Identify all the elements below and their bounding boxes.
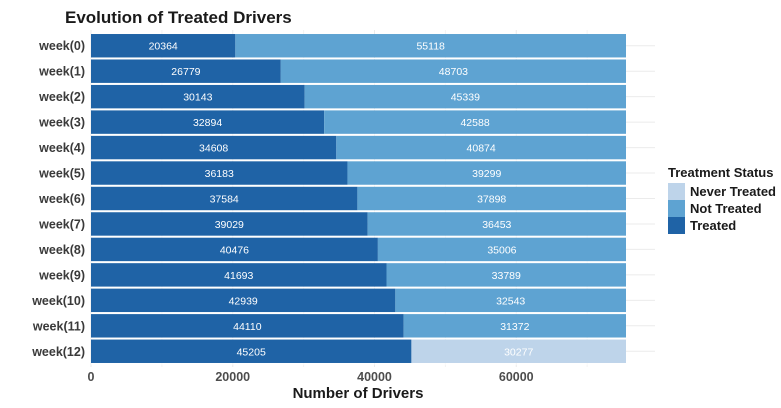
chart-title: Evolution of Treated Drivers — [65, 8, 292, 27]
bar-data-label: 35006 — [487, 244, 516, 256]
bars: 20364 55118 26779 48703 30143 45339 32894 42588… — [91, 34, 626, 365]
bar-data-label: 30277 — [504, 346, 533, 358]
legend-swatch — [668, 217, 685, 234]
bar-segment — [91, 186, 358, 211]
y-tick-label: week(0) — [38, 39, 85, 53]
x-axis-tick-labels: 0 20000 40000 60000 — [88, 370, 534, 384]
legend-swatch — [668, 183, 685, 200]
legend-entry-label: Treated — [690, 218, 736, 233]
bar-segment — [377, 237, 626, 262]
y-tick-label: week(4) — [38, 141, 85, 155]
y-tick-label: week(5) — [38, 167, 85, 181]
bar-segment — [91, 314, 404, 338]
bar-data-label: 40476 — [220, 244, 249, 256]
bar-data-label: 37584 — [210, 194, 239, 206]
x-tick-label: 20000 — [215, 370, 250, 384]
bar-data-label: 42939 — [229, 295, 258, 307]
bar-data-label: 32543 — [496, 295, 525, 307]
bar-segment — [91, 161, 348, 185]
bar-segment — [91, 135, 337, 160]
bar-data-label: 42588 — [460, 117, 489, 129]
bar-segment — [324, 110, 626, 134]
bar-data-label: 40874 — [467, 143, 496, 155]
y-tick-label: week(6) — [38, 192, 85, 206]
bar-segment — [395, 288, 626, 313]
y-tick-label: week(11) — [32, 319, 85, 333]
bar-segment — [357, 186, 626, 211]
bar-segment — [386, 263, 626, 287]
legend-swatch — [668, 200, 685, 217]
bar-data-label: 32894 — [193, 117, 222, 129]
y-tick-label: week(10) — [31, 294, 85, 308]
bar-data-label: 45205 — [237, 346, 266, 358]
legend: Treatment Status Never Treated Not Treate… — [668, 165, 776, 234]
legend-entry-label: Not Treated — [690, 201, 762, 216]
x-tick-label: 40000 — [357, 370, 392, 384]
bar-segment — [91, 339, 412, 363]
bar-segment — [91, 59, 281, 83]
bar-segment — [403, 314, 626, 338]
bar-segment — [347, 161, 626, 185]
bar-data-label: 41693 — [224, 270, 253, 282]
bar-data-label: 39029 — [215, 219, 244, 231]
y-tick-label: week(12) — [31, 345, 85, 359]
bar-data-label: 37898 — [477, 194, 506, 206]
y-tick-label: week(8) — [38, 243, 85, 257]
bar-data-label: 33789 — [492, 270, 521, 282]
bar-data-label: 36183 — [205, 168, 234, 180]
bar-data-label: 30143 — [183, 92, 212, 104]
y-tick-label: week(7) — [38, 217, 85, 231]
bar-segment — [91, 110, 325, 134]
x-axis-label: Number of Drivers — [293, 385, 424, 402]
bar-data-label: 45339 — [451, 92, 480, 104]
bar-data-label: 48703 — [439, 66, 468, 78]
y-axis-tick-labels: week(0) week(1) week(2) week(3) week(4) week(… — [31, 39, 85, 359]
bar-segment — [235, 34, 626, 58]
bar-segment — [91, 288, 396, 313]
bar-segment — [304, 84, 626, 109]
bar-segment — [411, 339, 626, 363]
bar-segment — [91, 212, 368, 236]
y-tick-label: week(3) — [38, 116, 85, 130]
bar-data-label: 55118 — [416, 41, 445, 53]
bar-segment — [367, 212, 626, 236]
y-tick-label: week(9) — [38, 268, 85, 282]
bar-data-label: 20364 — [149, 41, 178, 53]
bar-data-label: 39299 — [472, 168, 501, 180]
x-tick-label: 0 — [88, 370, 95, 384]
bar-data-label: 44110 — [233, 321, 262, 333]
y-tick-label: week(1) — [38, 65, 85, 79]
bar-data-label: 26779 — [171, 66, 200, 78]
bar-segment — [91, 237, 378, 262]
bar-segment — [91, 263, 387, 287]
legend-title: Treatment Status — [668, 165, 773, 180]
bar-data-label: 36453 — [482, 219, 511, 231]
bar-segment — [280, 59, 626, 83]
bar-data-label: 34608 — [199, 143, 228, 155]
legend-entry-label: Never Treated — [690, 184, 776, 199]
y-tick-label: week(2) — [38, 90, 85, 104]
bar-data-label: 31372 — [500, 321, 529, 333]
bar-segment — [91, 84, 305, 109]
bar-segment — [91, 34, 236, 58]
bar-segment — [336, 135, 626, 160]
x-tick-label: 60000 — [499, 370, 534, 384]
